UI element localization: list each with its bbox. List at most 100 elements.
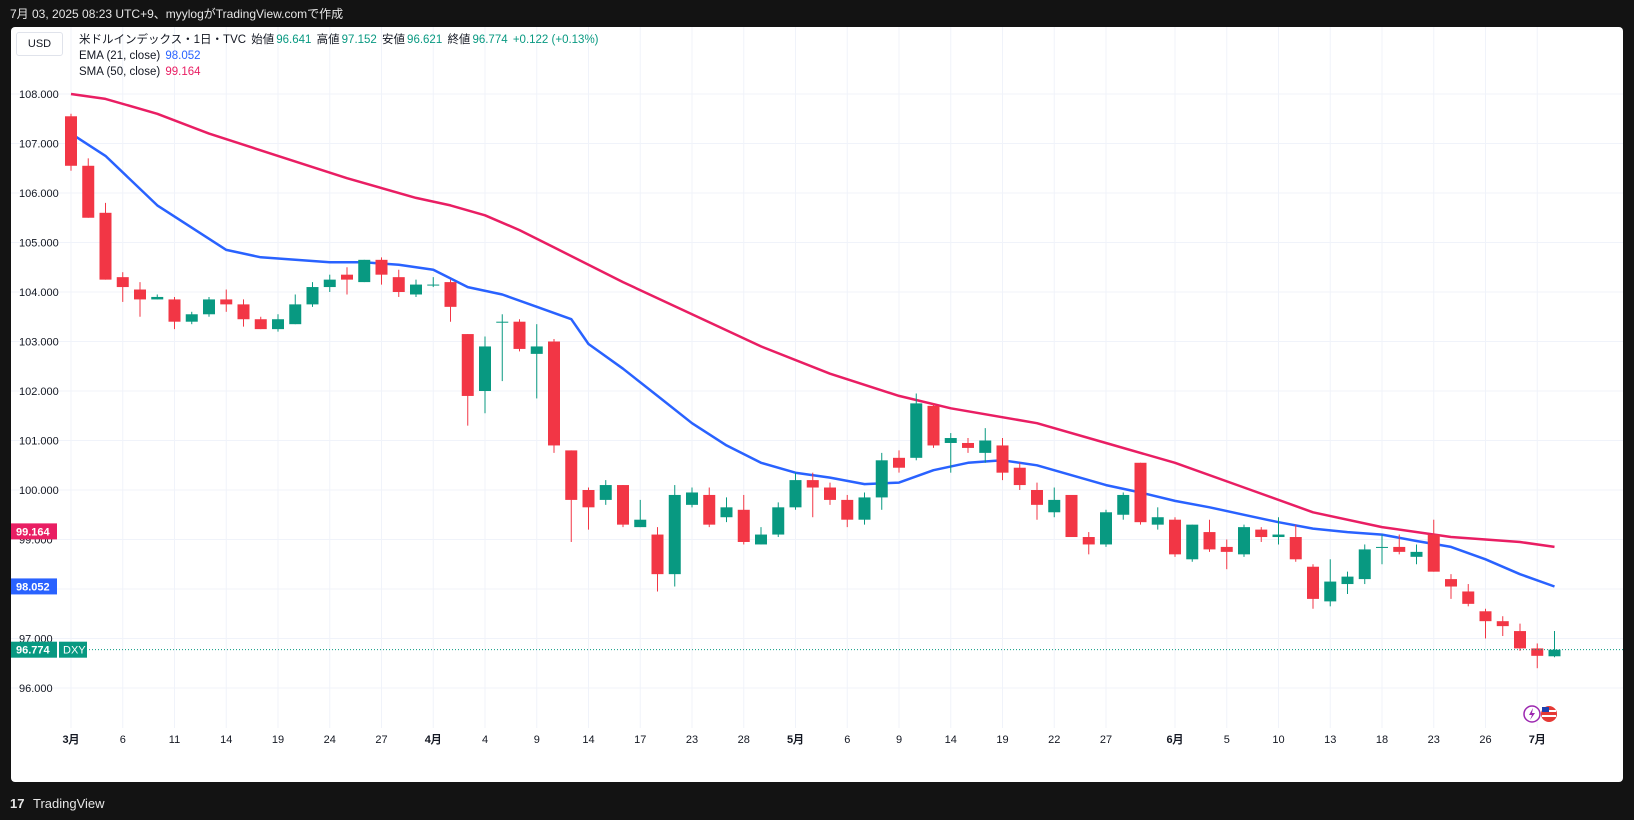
candle-body xyxy=(1393,546,1406,552)
candle xyxy=(1307,564,1319,609)
candle xyxy=(1393,534,1406,555)
candle-body xyxy=(220,299,233,305)
candle xyxy=(582,487,595,530)
x-tick-label: 5月 xyxy=(787,733,804,746)
candle xyxy=(944,433,957,473)
candle xyxy=(1169,517,1181,557)
x-axis[interactable]: 3月 6 11 14 19 24 27 4月 4 9 14 17 23 28 5月 6 9 14 19 22 27 6月 5… xyxy=(62,733,1545,746)
candle xyxy=(720,497,733,523)
candle-body xyxy=(1427,534,1440,572)
ema-line xyxy=(70,132,1555,588)
open-label: 始値 xyxy=(251,34,275,46)
chart-panel[interactable]: 96.00097.00098.00099.000100.000101.00010… xyxy=(11,27,1623,782)
candle xyxy=(185,311,198,325)
sma-line xyxy=(70,92,1555,549)
sma-legend-row[interactable]: SMA (50, close) 99.164 xyxy=(79,64,601,80)
candle xyxy=(841,494,854,528)
candle xyxy=(548,339,560,453)
candle xyxy=(617,485,629,528)
candle xyxy=(927,403,940,448)
ema-legend-row[interactable]: EMA (21, close) 98.052 xyxy=(79,48,601,64)
x-tick-label: 28 xyxy=(738,734,750,746)
candle xyxy=(1100,509,1112,547)
candle xyxy=(668,485,681,587)
candle-body xyxy=(1376,546,1388,548)
candle xyxy=(1203,519,1216,552)
candle xyxy=(1324,559,1337,607)
sma-price-tag-text: 99.164 xyxy=(16,526,51,538)
candle xyxy=(1531,643,1544,669)
candle xyxy=(1410,544,1423,565)
candle-body xyxy=(1134,462,1147,523)
candle-body xyxy=(548,341,560,446)
close-label: 終値 xyxy=(447,34,471,46)
candle-body xyxy=(1324,581,1337,602)
candle xyxy=(1462,584,1475,607)
x-tick-label: 19 xyxy=(996,734,1008,746)
candle xyxy=(1289,524,1302,562)
candle xyxy=(341,267,353,295)
candle xyxy=(1220,539,1233,570)
candle xyxy=(686,487,698,508)
ema-price-tag-bg xyxy=(11,578,57,595)
candle xyxy=(237,299,250,327)
x-tick-label: 3月 xyxy=(62,733,79,746)
x-tick-label: 10 xyxy=(1272,734,1284,746)
candle-body xyxy=(789,480,802,508)
price-tags: 99.164 98.052 96.774 DXY xyxy=(11,523,87,658)
candlestick-chart[interactable]: 96.00097.00098.00099.000100.000101.00010… xyxy=(11,27,1623,782)
x-tick-label: 19 xyxy=(272,734,284,746)
tradingview-logo-icon[interactable]: 17 xyxy=(10,796,25,811)
x-tick-label: 24 xyxy=(324,734,336,746)
candle-body xyxy=(1031,490,1043,505)
y-tick-label: 105.000 xyxy=(19,238,59,250)
candle-body xyxy=(565,450,578,500)
change-value: +0.122 (+0.13%) xyxy=(512,34,599,46)
x-tick-label: 6月 xyxy=(1166,733,1183,746)
candle xyxy=(99,202,112,280)
us-flag-icon[interactable] xyxy=(1541,706,1557,722)
high-label: 高値 xyxy=(316,34,340,46)
open-value: 96.641 xyxy=(276,34,312,46)
candle xyxy=(306,282,319,307)
y-tick-label: 108.000 xyxy=(19,89,59,101)
candle-body xyxy=(703,494,716,525)
candle-body xyxy=(1514,631,1526,649)
candle-body xyxy=(306,287,319,305)
close-value: 96.774 xyxy=(472,34,508,46)
lightning-icon[interactable] xyxy=(1523,705,1541,723)
chart-header: 7月 03, 2025 08:23 UTC+9、myylogがTradingVi… xyxy=(10,7,344,21)
candle-body xyxy=(772,507,785,535)
candle-body xyxy=(1203,532,1216,550)
x-tick-label: 11 xyxy=(169,734,180,746)
y-tick-label: 103.000 xyxy=(19,337,59,349)
candle-body xyxy=(168,299,181,322)
symbol-tag-bg xyxy=(59,641,87,658)
x-tick-label: 23 xyxy=(1428,734,1440,746)
candle-body xyxy=(1462,591,1475,604)
currency-button[interactable]: USD xyxy=(16,32,63,56)
candle xyxy=(1255,527,1268,542)
candle-body xyxy=(185,314,198,322)
x-tick-label: 14 xyxy=(945,734,957,746)
candle-body xyxy=(910,403,923,458)
y-axis[interactable]: 96.00097.00098.00099.000100.000101.00010… xyxy=(19,89,59,695)
symbol-title[interactable]: 米ドルインデックス・1日・TVC xyxy=(79,34,247,46)
candle-body xyxy=(65,116,77,166)
candle-body xyxy=(979,440,992,453)
candle xyxy=(651,527,664,592)
candle xyxy=(1376,534,1388,565)
candle xyxy=(1134,462,1147,525)
candle xyxy=(289,294,302,325)
y-tick-label: 107.000 xyxy=(19,139,59,151)
candle-body xyxy=(513,321,526,349)
candle xyxy=(910,393,923,461)
candle-body xyxy=(1082,537,1095,545)
symbol-tag-text: DXY xyxy=(63,645,86,657)
candle xyxy=(858,492,871,525)
y-tick-label: 96.000 xyxy=(19,683,53,695)
candle-body xyxy=(806,480,819,488)
y-tick-label: 101.000 xyxy=(19,436,59,448)
high-value: 97.152 xyxy=(341,34,377,46)
tradingview-brand[interactable]: TradingView xyxy=(33,796,105,811)
